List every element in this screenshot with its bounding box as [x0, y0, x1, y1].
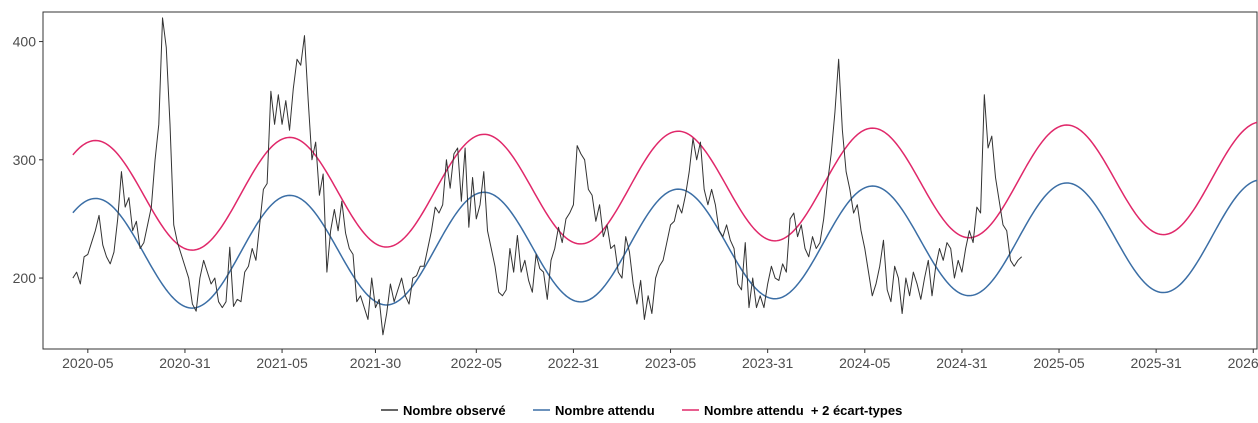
x-tick-label: 2024-31	[936, 355, 988, 371]
legend-item-expected: Nombre attendu	[533, 403, 655, 418]
x-tick-label: 2022-31	[548, 355, 600, 371]
series-line-observed	[72, 17, 1023, 336]
x-tick-label: 2023-05	[645, 355, 697, 371]
x-tick-label: 2025-31	[1130, 355, 1182, 371]
legend-label-expected: Nombre attendu	[555, 403, 655, 418]
x-tick-label: 2022-05	[451, 355, 503, 371]
y-axis: 200 300 400	[13, 34, 43, 286]
y-tick-label: 300	[13, 152, 37, 168]
legend-item-observed: Nombre observé	[381, 403, 506, 418]
y-tick-label: 200	[13, 270, 37, 286]
legend: Nombre observé Nombre attendu Nombre att…	[381, 403, 902, 418]
plot-border	[42, 11, 1258, 350]
x-axis: 2020-05 2020-31 2021-05 2021-30 2022-05 2022-…	[62, 349, 1258, 371]
x-tick-label: 2020-31	[159, 355, 211, 371]
x-tick-label: 2021-05	[256, 355, 308, 371]
plot-panel	[42, 11, 1258, 350]
x-tick-label: 2024-05	[839, 355, 891, 371]
legend-label-observed: Nombre observé	[403, 403, 506, 418]
legend-label-upper: Nombre attendu + 2 écart-types	[704, 403, 902, 418]
series-line-expected	[72, 179, 1257, 309]
x-tick-label: 2023-31	[742, 355, 794, 371]
legend-item-upper: Nombre attendu + 2 écart-types	[682, 403, 902, 418]
series-layer	[72, 17, 1257, 336]
x-tick-label: 2020-05	[62, 355, 114, 371]
series-line-upper	[72, 121, 1257, 251]
y-tick-label: 400	[13, 34, 37, 50]
x-tick-label: 2021-30	[350, 355, 402, 371]
x-tick-label: 2025-05	[1033, 355, 1085, 371]
x-tick-label: 2026-05	[1228, 355, 1258, 371]
